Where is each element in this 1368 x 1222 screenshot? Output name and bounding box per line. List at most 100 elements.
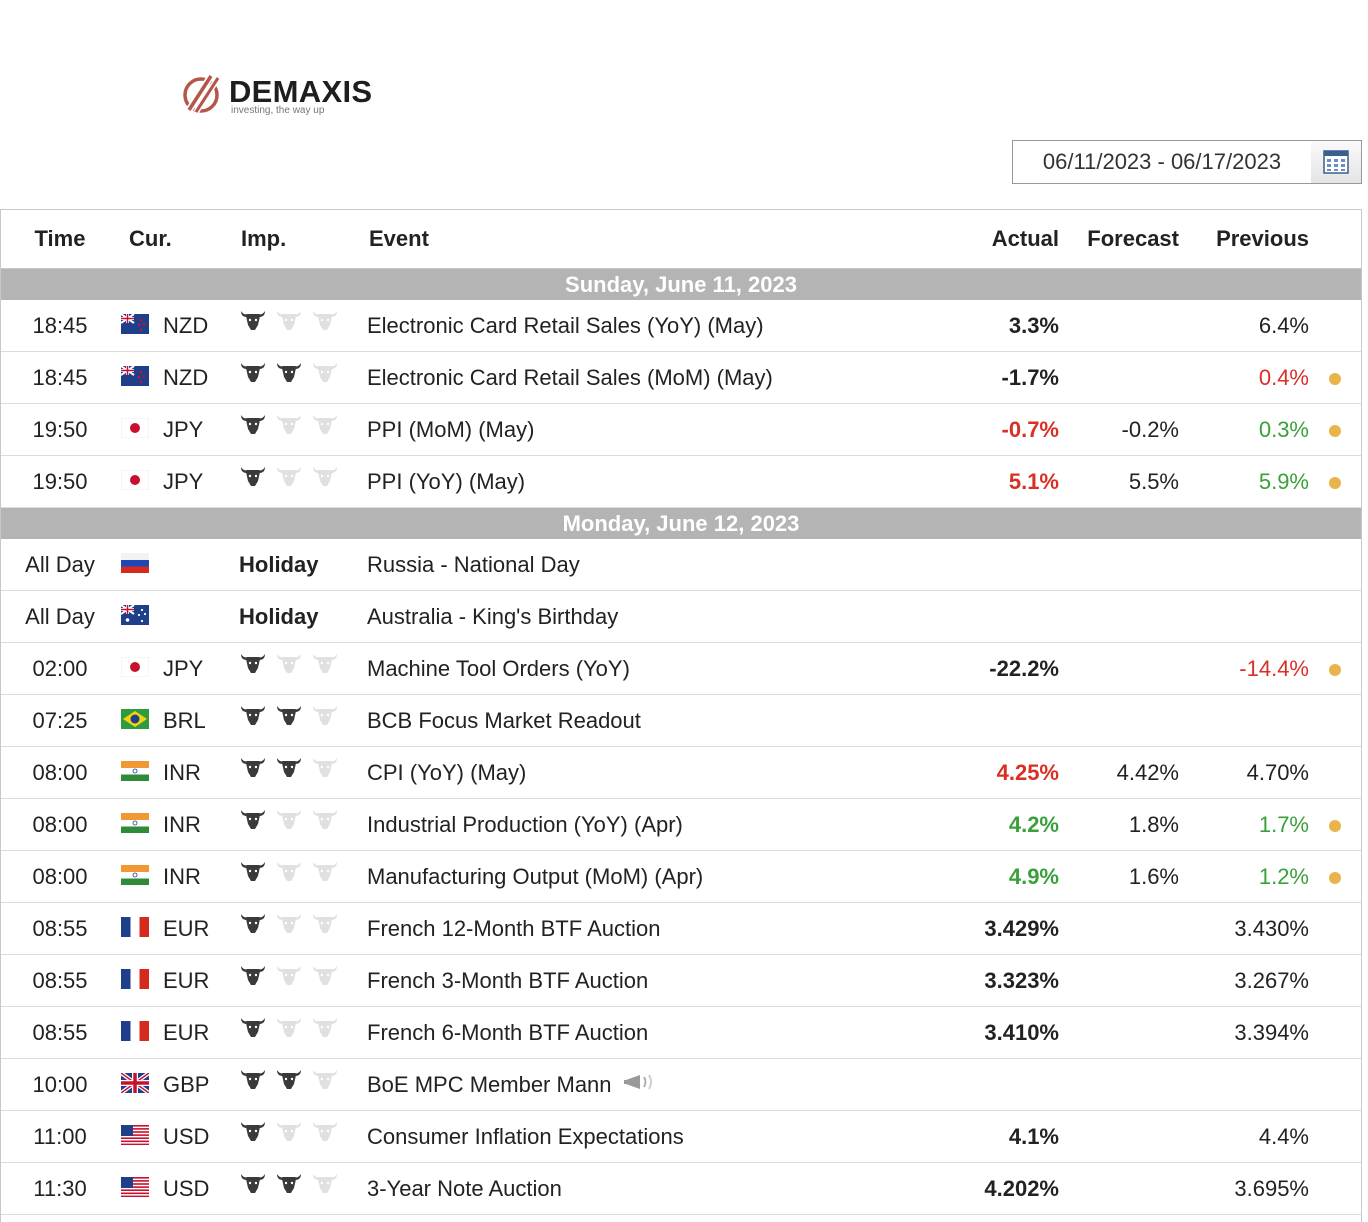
event-name[interactable]: French 6-Month BTF Auction [367,1019,649,1045]
event-time: 10:00 [1,1058,119,1111]
event-row[interactable]: 11:00 USD Consumer Inflation Expectations 4… [1,1110,1361,1163]
bull-icon [241,310,265,330]
revised-dot[interactable] [1329,372,1341,385]
event-row[interactable]: 10:00 GBP BoE MPC Member Mann [1,1058,1361,1111]
currency-code: USD [163,1124,210,1150]
event-row[interactable]: All Day Holiday Russia - National Day [1,539,1361,591]
event-previous: 3.430% [1179,902,1309,955]
event-time: 08:00 [1,798,119,851]
event-cell[interactable]: French 12-Month BTF Auction [367,902,927,955]
bull-icon [313,1069,337,1089]
event-name[interactable]: 3-Year Note Auction [367,1175,562,1201]
col-previous[interactable]: Previous [1179,210,1309,269]
event-row[interactable]: 08:55 EUR French 6-Month BTF Auction 3.410%… [1,1006,1361,1059]
event-row[interactable]: 08:55 EUR French 12-Month BTF Auction 3.429… [1,902,1361,955]
event-row[interactable]: 07:25 BRL BCB Focus Market Readout [1,694,1361,747]
event-cell[interactable]: 3-Year Note Auction [367,1162,927,1215]
event-cell[interactable]: Electronic Card Retail Sales (YoY) (May) [367,300,927,352]
event-row[interactable]: 08:00 INR Industrial Production (YoY) (Apr… [1,798,1361,851]
event-cell[interactable]: Russia - National Day [367,539,927,591]
event-cell[interactable]: Machine Tool Orders (YoY) [367,642,927,695]
revised-dot[interactable] [1329,819,1341,832]
event-currency: NZD [119,300,239,352]
event-row[interactable]: 08:55 EUR French 3-Month BTF Auction 3.323%… [1,954,1361,1007]
event-row[interactable]: 18:45 NZD Electronic Card Retail Sales (Mo… [1,351,1361,404]
currency-code: JPY [163,417,204,443]
event-forecast [1059,694,1179,747]
col-currency[interactable]: Cur. [119,210,239,269]
event-previous [1179,590,1309,643]
event-name[interactable]: Industrial Production (YoY) (Apr) [367,811,683,837]
bull-icon [313,705,337,725]
event-name[interactable]: PPI (YoY) (May) [367,468,526,494]
date-range-picker[interactable]: 06/11/2023 - 06/17/2023 [1012,140,1362,184]
col-actual[interactable]: Actual [927,210,1059,269]
event-name[interactable]: Electronic Card Retail Sales (YoY) (May) [367,312,764,338]
event-name[interactable]: Australia - King's Birthday [367,603,619,629]
date-range-input[interactable]: 06/11/2023 - 06/17/2023 [1013,141,1312,183]
event-actual [927,539,1059,591]
bull-icon [313,913,337,933]
event-name[interactable]: French 12-Month BTF Auction [367,915,661,941]
event-name[interactable]: PPI (MoM) (May) [367,416,535,442]
importance-rating [239,1120,347,1148]
event-cell[interactable]: Manufacturing Output (MoM) (Apr) [367,850,927,903]
col-forecast[interactable]: Forecast [1059,210,1179,269]
event-forecast [1059,300,1179,352]
col-event[interactable]: Event [367,210,927,269]
revised-dot[interactable] [1329,424,1341,437]
event-cell[interactable]: BCB Focus Market Readout [367,694,927,747]
event-cell[interactable]: CPI (YoY) (May) [367,746,927,799]
event-name[interactable]: Manufacturing Output (MoM) (Apr) [367,863,704,889]
demaxis-logo[interactable]: DEMAXIS investing, the way up [181,68,401,120]
importance-rating [239,309,347,337]
event-cell[interactable]: PPI (MoM) (May) [367,403,927,456]
col-time[interactable]: Time [1,210,119,269]
event-previous: 0.4% [1179,351,1309,404]
bull-icon [313,861,337,881]
revised-dot[interactable] [1329,476,1341,489]
event-forecast [1059,351,1179,404]
event-cell[interactable]: BoE MPC Member Mann [367,1058,927,1111]
event-cell[interactable]: Australia - King's Birthday [367,590,927,643]
event-actual: 4.202% [927,1162,1059,1215]
event-row[interactable]: 08:00 INR CPI (YoY) (May) 4.25% 4.42% 4.70% [1,746,1361,799]
event-actual: 3.323% [927,954,1059,1007]
col-importance[interactable]: Imp. [239,210,367,269]
flag-united-states-icon [121,1125,149,1146]
revision-indicator [1309,539,1361,591]
calendar-button[interactable] [1311,141,1361,183]
event-row[interactable]: 11:30 USD 3-Year Note Auction 4.202% 3.695% [1,1162,1361,1215]
event-currency: NZD [119,351,239,404]
event-row[interactable]: All Day Holiday Australia - King's Birthda… [1,590,1361,643]
event-actual [927,694,1059,747]
event-name[interactable]: BCB Focus Market Readout [367,707,641,733]
event-name[interactable]: BoE MPC Member Mann [367,1071,612,1097]
calendar-icon [1323,150,1349,174]
event-name[interactable]: French 3-Month BTF Auction [367,967,649,993]
holiday-label: Holiday [239,603,319,629]
event-cell[interactable]: Industrial Production (YoY) (Apr) [367,798,927,851]
event-cell[interactable]: PPI (YoY) (May) [367,455,927,508]
revised-dot[interactable] [1329,871,1341,884]
event-cell[interactable]: French 3-Month BTF Auction [367,954,927,1007]
flag-india-icon [121,865,149,886]
event-name[interactable]: CPI (YoY) (May) [367,759,527,785]
event-cell[interactable]: Electronic Card Retail Sales (MoM) (May) [367,351,927,404]
event-row[interactable]: 18:45 NZD Electronic Card Retail Sales (Yo… [1,300,1361,352]
event-cell[interactable]: Consumer Inflation Expectations [367,1110,927,1163]
event-row[interactable]: 19:50 JPY PPI (YoY) (May) 5.1% 5.5% 5.9% [1,455,1361,508]
event-name[interactable]: Consumer Inflation Expectations [367,1123,684,1149]
event-name[interactable]: Electronic Card Retail Sales (MoM) (May) [367,364,773,390]
event-row[interactable]: 08:00 INR Manufacturing Output (MoM) (Apr)… [1,850,1361,903]
event-row[interactable]: 19:50 JPY PPI (MoM) (May) -0.7% -0.2% 0.3% [1,403,1361,456]
revised-dot[interactable] [1329,663,1341,676]
event-name[interactable]: Machine Tool Orders (YoY) [367,655,630,681]
event-importance: Holiday [239,539,367,591]
event-name[interactable]: Russia - National Day [367,551,580,577]
revision-indicator [1309,1110,1361,1163]
currency-code: EUR [163,916,210,942]
event-actual [927,1058,1059,1111]
event-row[interactable]: 02:00 JPY Machine Tool Orders (YoY) -22.2% -… [1,642,1361,695]
event-cell[interactable]: French 6-Month BTF Auction [367,1006,927,1059]
